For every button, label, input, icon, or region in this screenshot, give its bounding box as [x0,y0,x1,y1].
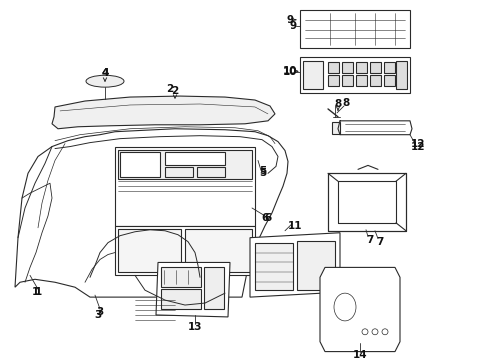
Bar [384,75,395,86]
Polygon shape [320,267,400,352]
Bar [342,62,353,73]
Text: 12: 12 [411,139,425,149]
Text: 1: 1 [34,287,42,297]
Bar [300,10,410,48]
Bar [185,229,252,273]
Bar [118,229,181,273]
Polygon shape [52,96,275,129]
Bar [370,62,381,73]
Bar [300,58,410,93]
Bar [204,267,224,309]
Bar [328,62,339,73]
Bar [115,226,255,275]
Bar [356,62,367,73]
Polygon shape [328,173,406,231]
Bar [165,152,225,165]
Circle shape [362,329,368,335]
Text: 2: 2 [172,86,179,96]
Bar [120,152,160,177]
Bar [161,267,201,287]
Text: 9: 9 [290,21,296,31]
Bar [165,167,193,177]
Bar [342,75,353,86]
Text: 6: 6 [265,213,271,223]
Bar [328,75,339,86]
Text: 3: 3 [95,310,101,320]
Circle shape [382,329,388,335]
Polygon shape [156,262,230,317]
Ellipse shape [86,75,124,87]
Polygon shape [250,233,340,297]
Bar [118,149,252,179]
Ellipse shape [334,293,356,321]
Text: 4: 4 [101,68,109,78]
Bar [161,289,201,309]
Text: 4: 4 [101,68,109,78]
Bar [384,62,395,73]
Text: 3: 3 [97,307,103,317]
Bar [370,75,381,86]
Bar [396,62,407,89]
Bar [255,243,293,290]
Bar [115,147,255,226]
Circle shape [372,329,378,335]
Text: 8: 8 [334,99,342,109]
Text: 9: 9 [287,15,294,25]
Polygon shape [15,129,288,297]
Bar [303,62,323,89]
Bar [197,167,225,177]
Text: 7: 7 [376,237,384,247]
Text: 6: 6 [261,213,269,223]
Text: 10: 10 [283,66,297,76]
Text: 11: 11 [288,221,302,231]
Bar [356,75,367,86]
Text: 8: 8 [343,98,350,108]
Text: 14: 14 [353,350,368,360]
Text: 2: 2 [167,84,173,94]
Text: 7: 7 [367,235,374,245]
Text: 5: 5 [259,168,267,178]
Text: 1: 1 [31,287,39,297]
Text: 13: 13 [188,322,202,332]
Text: 5: 5 [259,166,267,176]
Bar [297,241,335,290]
Bar [332,122,340,134]
Text: 12: 12 [411,141,425,152]
Text: 10: 10 [283,67,297,77]
